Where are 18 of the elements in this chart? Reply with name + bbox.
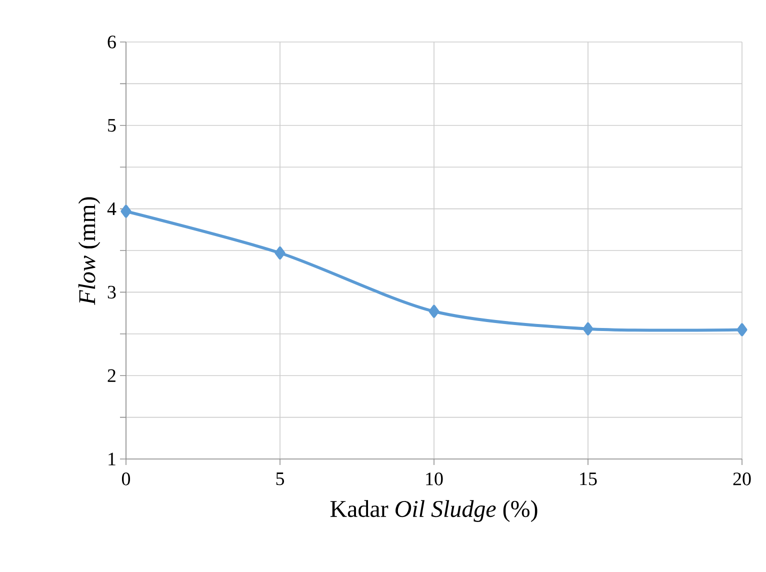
point (428, 304, 440, 318)
x-tick-label: 15 (580, 472, 597, 486)
point (736, 323, 748, 336)
y-tick-label: 3 (108, 286, 116, 299)
y-axis-title: Flow (mm) (78, 197, 100, 305)
point (582, 322, 594, 336)
x-axis-title: Kadar Oil Sludge (%) (330, 500, 538, 522)
x-tick-label: 20 (733, 472, 751, 486)
y-tick-label: 1 (108, 452, 116, 466)
y-tick-label: 2 (108, 369, 116, 382)
y-tick-label: 5 (108, 119, 116, 132)
x-tick-label: 10 (426, 472, 443, 486)
point (120, 204, 132, 218)
y-tick-label: 6 (108, 36, 116, 48)
point (274, 246, 286, 260)
x-tick-label: 5 (276, 472, 284, 486)
y-tick-label: 4 (107, 202, 116, 216)
x-tick-label: 0 (122, 472, 130, 486)
